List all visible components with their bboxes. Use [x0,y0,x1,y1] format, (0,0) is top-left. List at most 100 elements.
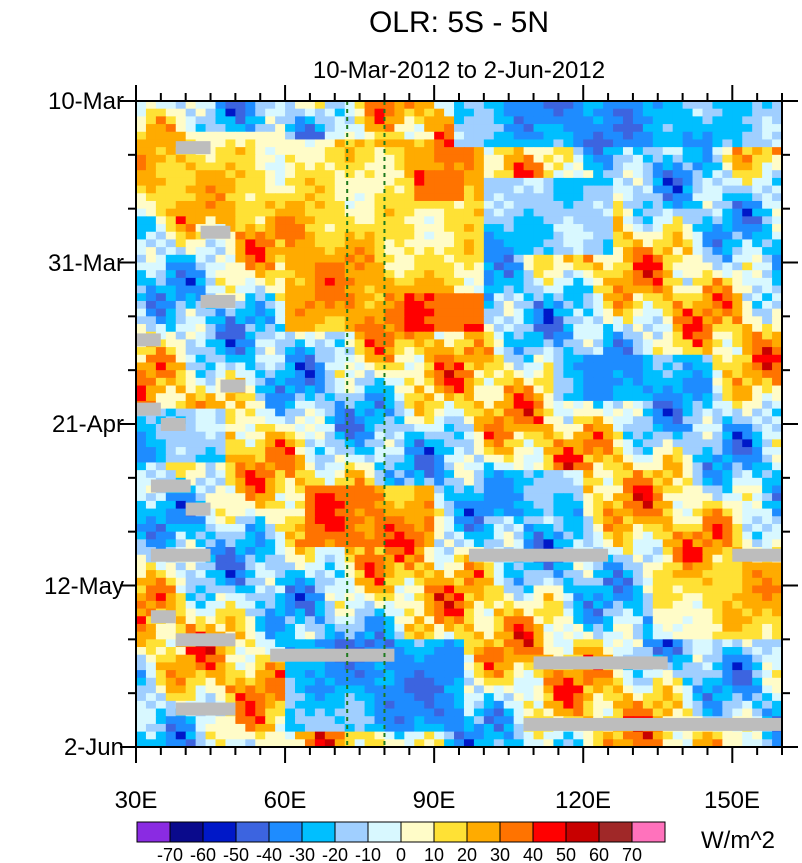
heatmap-cell [394,470,405,479]
heatmap-cell [444,631,455,640]
heatmap-cell [513,131,525,141]
heatmap-cell [722,616,733,625]
heatmap-cell [364,216,376,225]
heatmap-cell [752,193,763,202]
heatmap-cell [682,531,694,540]
heatmap-cell [503,639,515,648]
heatmap-cell [334,600,346,610]
heatmap-cell [513,577,525,587]
heatmap-cell [553,562,564,571]
heatmap-cell [622,477,634,487]
heatmap-cell [235,124,246,133]
heatmap-cell [732,670,743,679]
heatmap-cell [762,377,773,387]
heatmap-cell [722,608,733,617]
heatmap-cell [593,485,604,494]
heatmap-cell [424,470,435,479]
heatmap-cell [772,677,783,687]
heatmap-cell [662,216,674,225]
heatmap-cell [165,577,177,587]
heatmap-cell [145,470,157,479]
heatmap-cell [543,177,555,187]
heatmap-cell [295,577,306,587]
heatmap-cell [573,485,584,494]
heatmap-cell [772,570,783,579]
heatmap-cell [533,623,545,633]
heatmap-cell [622,631,634,640]
heatmap-cell [483,424,495,433]
heatmap-cell [444,247,455,256]
heatmap-cell [672,239,684,248]
heatmap-cell [155,439,167,448]
heatmap-cell [424,224,435,233]
heatmap-cell [295,339,306,348]
heatmap-cell [513,300,525,310]
heatmap-cell [344,631,356,640]
heatmap-cell [543,385,555,394]
heatmap-cell [632,670,644,679]
heatmap-cell [742,562,753,571]
heatmap-cell [275,431,286,440]
heatmap-cell [444,616,455,625]
heatmap-cell [215,108,227,117]
heatmap-cell [185,416,197,425]
heatmap-cell [583,385,594,394]
heatmap-cell [295,554,306,564]
heatmap-cell [195,108,207,117]
heatmap-cell [404,185,415,194]
heatmap-cell [334,362,346,371]
heatmap-cell [215,162,227,171]
heatmap-cell [444,185,455,194]
heatmap-cell [454,277,465,287]
heatmap-cell [145,147,157,156]
heatmap-cell [772,623,783,633]
heatmap-cell [622,585,634,594]
heatmap-cell [583,377,594,387]
heatmap-cell [295,177,306,187]
heatmap-cell [742,277,753,287]
heatmap-cell [672,439,684,448]
heatmap-cell [712,516,723,525]
heatmap-cell [543,470,555,479]
heatmap-cell [155,308,167,317]
heatmap-cell [533,354,545,364]
heatmap-cell [185,608,197,617]
heatmap-cell [583,608,594,617]
heatmap-cell [603,616,614,625]
heatmap-cell [314,631,326,640]
heatmap-cell [682,600,694,610]
heatmap-cell [275,385,286,394]
heatmap-cell [772,177,783,187]
heatmap-cell [642,316,654,325]
heatmap-cell [712,170,723,179]
heatmap-cell [354,600,366,610]
heatmap-cell [314,639,326,648]
heatmap-cell [523,154,535,164]
heatmap-cell [314,154,326,164]
heatmap-cell [136,477,147,487]
heatmap-cell [444,147,455,156]
heatmap-cell [175,623,187,633]
heatmap-cell [573,616,584,625]
heatmap-cell [692,500,704,510]
heatmap-cell [215,247,227,256]
heatmap-cell [314,331,326,341]
heatmap-cell [583,647,594,656]
heatmap-cell [304,200,316,210]
heatmap-cell [265,185,276,194]
heatmap-cell [225,247,236,256]
heatmap-cell [275,547,286,556]
heatmap-cell [215,185,227,194]
heatmap-cell [374,116,386,125]
heatmap-cell [185,439,197,448]
heatmap-cell [583,493,594,502]
heatmap-cell [285,554,296,564]
heatmap-cell [672,570,684,579]
heatmap-cell [593,431,604,440]
heatmap-cell [374,539,386,548]
heatmap-cell [593,439,604,448]
heatmap-cell [642,377,654,387]
heatmap-cell [424,500,435,510]
heatmap-cell [165,685,177,694]
heatmap-cell [593,685,604,694]
